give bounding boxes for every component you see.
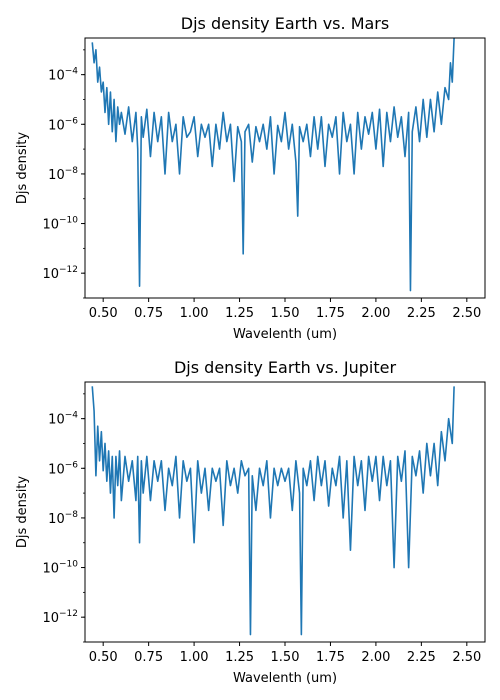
x-tick-label: 1.25 bbox=[225, 306, 254, 321]
y-tick-exponent: −4 bbox=[65, 67, 79, 77]
x-tick-label: 2.25 bbox=[407, 650, 436, 665]
x-tick-label: 1.00 bbox=[180, 650, 209, 665]
y-tick-base: 10 bbox=[42, 611, 59, 626]
y-tick-label: 10−6 bbox=[48, 116, 78, 133]
x-axis-label: Wavelenth (um) bbox=[233, 671, 337, 686]
y-axis-label: Djs density bbox=[15, 476, 30, 548]
y-tick-label: 10−6 bbox=[48, 460, 78, 477]
x-tick-label: 2.00 bbox=[361, 650, 390, 665]
x-tick-label: 1.50 bbox=[271, 306, 300, 321]
x-tick-label: 0.50 bbox=[89, 650, 118, 665]
y-tick-label: 10−4 bbox=[48, 411, 78, 428]
y-tick-exponent: −10 bbox=[59, 216, 78, 226]
chart-panel-1: 0.50 0.75 1.00 1.25 1.50 1.75 2.00 2.25 2.5010−1… bbox=[15, 14, 486, 342]
x-tick-label: 0.75 bbox=[134, 650, 163, 665]
y-tick-exponent: −12 bbox=[59, 609, 78, 619]
x-tick-label: 0.50 bbox=[89, 306, 118, 321]
axes-frame bbox=[84, 381, 486, 643]
y-tick-label: 10−4 bbox=[48, 67, 78, 84]
y-tick-label: 10−10 bbox=[42, 216, 78, 233]
x-tick-label: 2.50 bbox=[452, 650, 481, 665]
x-tick-label: 1.50 bbox=[271, 650, 300, 665]
x-tick-label: 1.75 bbox=[316, 306, 345, 321]
y-tick-label: 10−8 bbox=[48, 166, 78, 183]
y-tick-label: 10−10 bbox=[42, 560, 78, 577]
y-tick-label: 10−8 bbox=[48, 510, 78, 527]
y-tick-base: 10 bbox=[48, 69, 65, 84]
y-tick-base: 10 bbox=[48, 512, 65, 527]
y-tick-label: 10−12 bbox=[42, 265, 78, 282]
x-tick-label: 2.25 bbox=[407, 306, 436, 321]
y-tick-base: 10 bbox=[48, 413, 65, 428]
y-tick-label: 10−12 bbox=[42, 609, 78, 626]
x-tick-label: 0.75 bbox=[134, 306, 163, 321]
y-tick-base: 10 bbox=[48, 168, 65, 183]
y-axis-label: Djs density bbox=[15, 132, 30, 204]
y-tick-base: 10 bbox=[48, 118, 65, 133]
chart-title: Djs density Earth vs. Mars bbox=[181, 14, 389, 33]
axes-frame bbox=[84, 37, 486, 299]
chart-title: Djs density Earth vs. Jupiter bbox=[174, 358, 396, 377]
y-tick-exponent: −6 bbox=[65, 460, 79, 470]
y-tick-base: 10 bbox=[42, 218, 59, 233]
y-tick-exponent: −4 bbox=[65, 411, 79, 421]
x-axis-label: Wavelenth (um) bbox=[233, 327, 337, 342]
x-tick-label: 1.00 bbox=[180, 306, 209, 321]
series-line bbox=[91, 386, 455, 636]
y-tick-base: 10 bbox=[42, 562, 59, 577]
y-tick-base: 10 bbox=[48, 462, 65, 477]
y-tick-exponent: −8 bbox=[65, 510, 79, 520]
y-tick-exponent: −12 bbox=[59, 265, 78, 275]
y-tick-exponent: −10 bbox=[59, 560, 78, 570]
y-tick-exponent: −6 bbox=[65, 116, 79, 126]
x-tick-label: 2.50 bbox=[452, 306, 481, 321]
series-line bbox=[91, 38, 455, 292]
x-tick-label: 2.00 bbox=[361, 306, 390, 321]
y-tick-exponent: −8 bbox=[65, 166, 79, 176]
y-tick-base: 10 bbox=[42, 267, 59, 282]
x-tick-label: 1.25 bbox=[225, 650, 254, 665]
x-tick-label: 1.75 bbox=[316, 650, 345, 665]
chart-panel-2: 0.50 0.75 1.00 1.25 1.50 1.75 2.00 2.25 2.5010−1… bbox=[15, 358, 486, 686]
